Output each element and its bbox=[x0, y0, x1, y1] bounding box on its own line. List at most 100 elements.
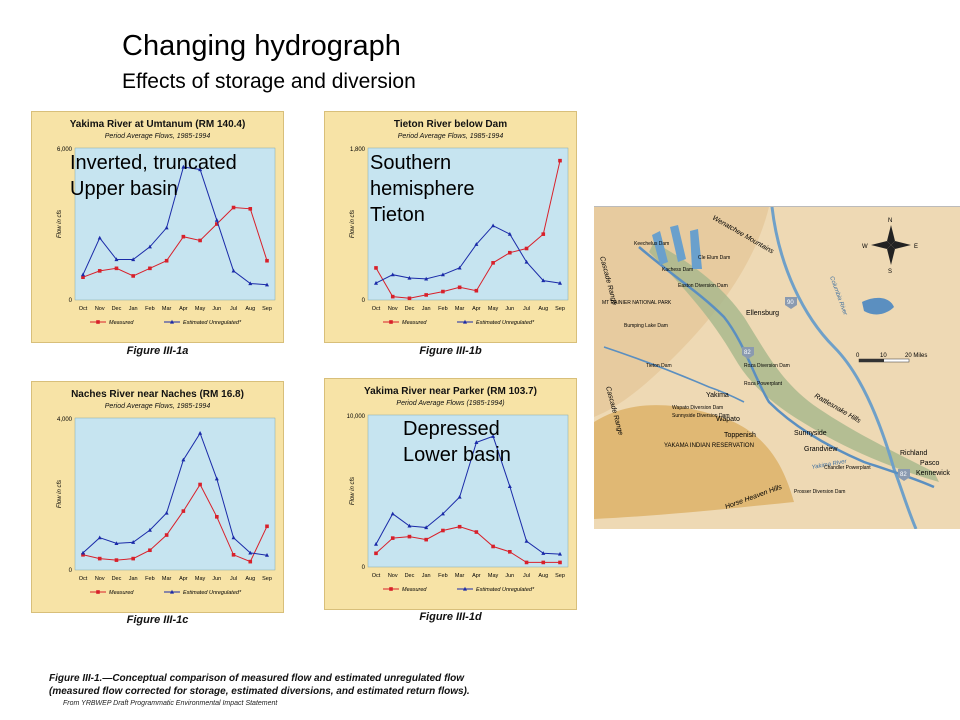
data-point bbox=[407, 275, 412, 280]
x-tick-label: Jun bbox=[505, 573, 514, 579]
highway-label: 82 bbox=[900, 472, 907, 478]
legend-label: Measured bbox=[402, 587, 427, 593]
data-point bbox=[231, 268, 236, 273]
data-point bbox=[97, 556, 102, 561]
data-point bbox=[231, 553, 236, 557]
legend-marker bbox=[96, 590, 100, 594]
y-axis-label: Flow in cfs bbox=[57, 480, 63, 508]
data-point bbox=[265, 258, 269, 263]
map-graphic: N E S W 0 10 20 Miles 90 82 82 Wenatchee… bbox=[594, 207, 960, 529]
x-tick-label: Jan bbox=[422, 306, 431, 312]
chart-panel: Yakima River near Parker (RM 103.7) Peri… bbox=[324, 378, 577, 610]
x-tick-label: Apr bbox=[179, 306, 188, 312]
data-point bbox=[131, 556, 135, 561]
legend-marker bbox=[463, 319, 467, 324]
y-axis-label: Flow in cfs bbox=[350, 210, 356, 238]
data-point bbox=[558, 158, 562, 163]
data-point bbox=[390, 511, 395, 516]
figure-label: Figure III-1a bbox=[126, 345, 189, 357]
legend-marker bbox=[389, 587, 393, 591]
x-tick-label: May bbox=[195, 306, 206, 312]
hydrograph-chart: 1,800 0 Flow in cfs Oct Nov Dec Jan Feb Mar Apr Ma… bbox=[350, 147, 569, 326]
data-point bbox=[81, 272, 85, 277]
chart-title: Tieton River below Dam bbox=[393, 119, 508, 130]
data-point bbox=[440, 511, 445, 516]
x-tick-label: Nov bbox=[388, 573, 398, 579]
annotation-line: Depressed bbox=[403, 418, 500, 440]
data-point bbox=[474, 530, 479, 534]
legend-label: Measured bbox=[109, 320, 134, 326]
data-point bbox=[441, 289, 445, 294]
hydrograph-chart: 10,000 0 Flow in cfs Oct Nov Dec Jan Feb Mar Apr M… bbox=[347, 414, 569, 593]
legend-label: Estimated Unregulated* bbox=[183, 590, 242, 596]
data-point bbox=[524, 246, 529, 251]
scale-label: 0 bbox=[856, 353, 860, 359]
data-point bbox=[441, 528, 445, 533]
source-note: From YRBWEP Draft Programmatic Environme… bbox=[63, 700, 278, 707]
data-point bbox=[131, 540, 136, 544]
x-tick-label: Feb bbox=[438, 573, 447, 579]
dam-label: Easton Diversion Dam bbox=[678, 283, 728, 289]
chart-title: Yakima River near Parker (RM 103.7) bbox=[364, 386, 537, 397]
scale-bar bbox=[858, 358, 910, 363]
scale-label: 10 bbox=[880, 353, 887, 359]
mountain-shading bbox=[594, 207, 769, 417]
data-point bbox=[424, 293, 428, 297]
city-label: Richland bbox=[900, 450, 927, 457]
figure-caption-line: Figure III-1.—Conceptual comparison of m… bbox=[49, 673, 465, 684]
series-line bbox=[82, 483, 268, 563]
x-tick-label: Aug bbox=[245, 576, 255, 582]
dam-label: Kachess Dam bbox=[662, 267, 693, 273]
chart-panel: Yakima River at Umtanum (RM 140.4) Perio… bbox=[31, 111, 284, 343]
x-tick-label: May bbox=[488, 306, 499, 312]
data-point bbox=[114, 257, 119, 262]
y-axis-label: Flow in cfs bbox=[350, 477, 356, 505]
figure-label: Figure III-1b bbox=[419, 345, 482, 357]
y-tick-label: 1,800 bbox=[350, 147, 366, 153]
hydrograph-chart: 6,000 0 Flow in cfs Oct Nov Dec Jan Feb Mar Apr Ma… bbox=[57, 147, 276, 326]
legend-label: Estimated Unregulated* bbox=[476, 587, 535, 593]
data-point bbox=[474, 288, 479, 293]
powerplant-label: Roza Powerplant bbox=[744, 381, 783, 387]
data-point bbox=[457, 265, 462, 270]
reservoir-shape bbox=[690, 229, 702, 269]
annotation-line: Southern bbox=[370, 152, 452, 174]
data-point bbox=[524, 560, 529, 565]
compass-n-label: N bbox=[888, 218, 892, 224]
annotation-line: Lower basin bbox=[403, 444, 511, 466]
series-line bbox=[82, 432, 268, 556]
data-point bbox=[424, 525, 429, 530]
x-tick-label: Sep bbox=[555, 573, 565, 579]
y-tick-label: 0 bbox=[362, 298, 366, 304]
data-point bbox=[198, 238, 202, 243]
powerplant-label: Chandler Powerplant bbox=[824, 465, 871, 471]
x-tick-label: Sep bbox=[262, 576, 272, 582]
lake-shape bbox=[862, 297, 894, 315]
series-line bbox=[375, 225, 561, 284]
x-tick-label: Jun bbox=[505, 306, 514, 312]
compass-e-label: E bbox=[914, 244, 918, 250]
data-point bbox=[164, 258, 169, 263]
y-tick-label: 0 bbox=[362, 565, 366, 571]
data-point bbox=[508, 250, 512, 255]
x-tick-label: Jul bbox=[523, 306, 530, 312]
chart-subtitle: Period Average Flows, 1985-1994 bbox=[104, 403, 211, 410]
x-tick-label: Mar bbox=[162, 576, 172, 582]
data-point bbox=[248, 550, 253, 555]
reservoir-shape bbox=[670, 225, 686, 262]
plot-area bbox=[367, 414, 569, 568]
annotation: Depressed Lower basin bbox=[403, 416, 511, 468]
columbia-river-line bbox=[770, 207, 918, 529]
data-point bbox=[541, 278, 546, 283]
x-tick-label: Apr bbox=[472, 306, 481, 312]
basin-map: N E S W 0 10 20 Miles 90 82 82 Wenatchee… bbox=[594, 206, 960, 529]
chart-title: Yakima River at Umtanum (RM 140.4) bbox=[69, 119, 246, 130]
data-point bbox=[81, 275, 85, 279]
data-point bbox=[457, 285, 462, 290]
data-point bbox=[148, 266, 152, 271]
data-point bbox=[474, 242, 479, 246]
data-point bbox=[424, 276, 429, 281]
legend-marker bbox=[389, 320, 393, 324]
x-tick-label: Feb bbox=[145, 576, 154, 582]
data-point bbox=[81, 550, 85, 555]
